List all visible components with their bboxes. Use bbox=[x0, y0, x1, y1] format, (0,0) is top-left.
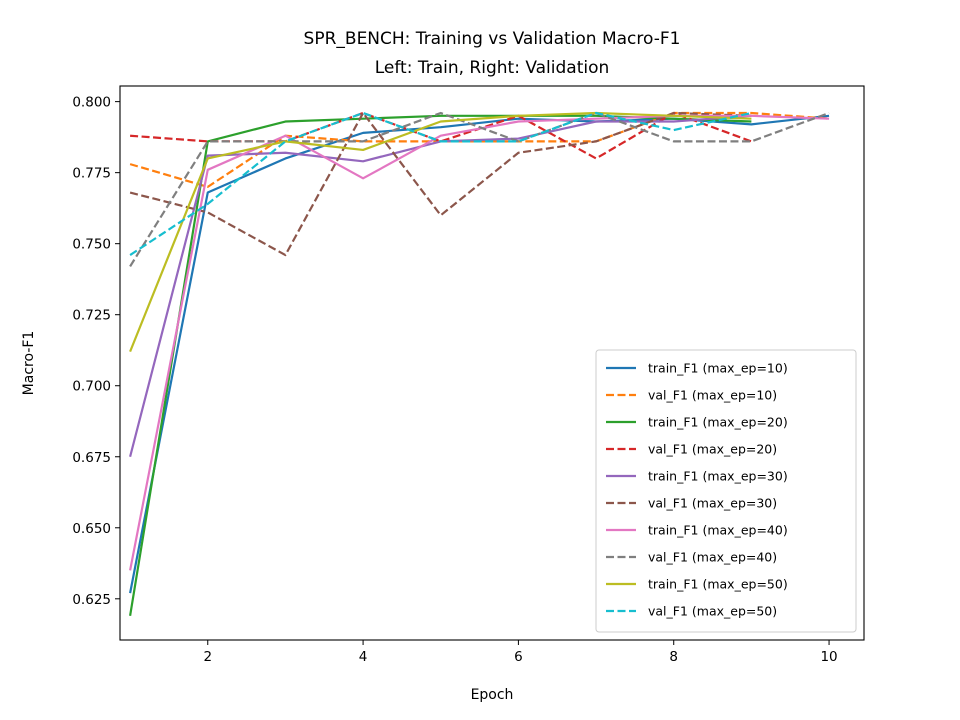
series-lines bbox=[129, 111, 830, 617]
axes-frame bbox=[119, 85, 865, 641]
y-tick-label: 0.700 bbox=[72, 379, 111, 395]
y-tick-label: 0.650 bbox=[72, 521, 111, 537]
chart-subtitle: Left: Train, Right: Validation bbox=[375, 58, 610, 78]
legend-label: train_F1 (max_ep=40) bbox=[648, 523, 788, 538]
x-tick-label: 10 bbox=[820, 649, 837, 665]
y-tick-label: 0.625 bbox=[72, 592, 111, 608]
y-axis-label: Macro-F1 bbox=[21, 331, 37, 396]
y-tick-label: 0.725 bbox=[72, 308, 111, 324]
legend-label: train_F1 (max_ep=30) bbox=[648, 469, 788, 484]
y-tick-label: 0.675 bbox=[72, 450, 111, 466]
legend: train_F1 (max_ep=10) val_F1 (max_ep=10)tr… bbox=[595, 349, 857, 633]
series-line-10 bbox=[129, 111, 752, 256]
chart-title: SPR_BENCH: Training vs Validation Macro-… bbox=[304, 29, 681, 49]
legend-label: val_F1 (max_ep=30) bbox=[648, 496, 777, 511]
legend-label: train_F1 (max_ep=10) bbox=[648, 361, 788, 376]
y-tick-label: 0.775 bbox=[72, 166, 111, 182]
y-tick-label: 0.800 bbox=[72, 95, 111, 111]
x-tick-label: 8 bbox=[669, 649, 678, 665]
legend-label: train_F1 (max_ep=50) bbox=[648, 577, 788, 592]
legend-box bbox=[595, 349, 857, 633]
series-line-7 bbox=[129, 114, 830, 571]
legend-label: val_F1 (max_ep=20) bbox=[648, 442, 777, 457]
legend-label: val_F1 (max_ep=10) bbox=[648, 388, 777, 403]
axes: 2 4 6 8 10 0.625 0.650 0.675 0.700 0.725 0.750 0.77… bbox=[72, 85, 865, 665]
y-tick-label: 0.750 bbox=[72, 237, 111, 253]
series-line-6 bbox=[129, 111, 752, 257]
series-line-9 bbox=[129, 111, 752, 353]
series-line-8 bbox=[129, 111, 830, 267]
x-tick-label: 4 bbox=[359, 649, 368, 665]
legend-label: val_F1 (max_ep=40) bbox=[648, 550, 777, 565]
legend-label: train_F1 (max_ep=20) bbox=[648, 415, 788, 430]
legend-label: val_F1 (max_ep=50) bbox=[648, 604, 777, 619]
x-axis-label: Epoch bbox=[471, 687, 514, 703]
x-tick-label: 6 bbox=[514, 649, 523, 665]
x-tick-label: 2 bbox=[203, 649, 212, 665]
